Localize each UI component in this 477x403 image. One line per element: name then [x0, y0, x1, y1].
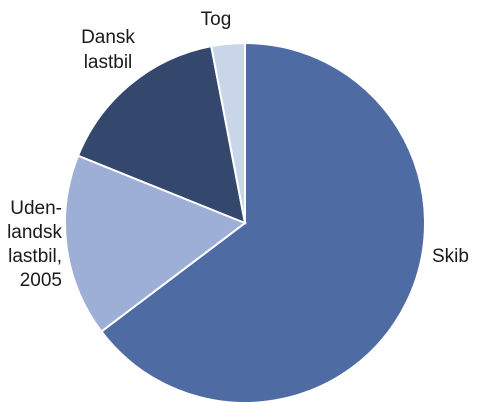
slice-label-uden-landsk-lastbil-2005: Uden-landsk lastbil, 2005 [7, 198, 62, 291]
slice-label-dansk-lastbil: Dansk lastbil [81, 27, 135, 73]
pie-slices [64, 41, 426, 403]
pie-slice-skib [99, 41, 426, 403]
slice-label-line: lastbil, [8, 246, 62, 267]
pie-slice-tog [210, 41, 246, 224]
slice-label-line: lastbil [84, 52, 133, 73]
pie-slice-dansk-lastbil [76, 45, 247, 225]
slice-label-line: 2005 [20, 270, 62, 291]
slice-label-line: Dansk [81, 27, 135, 48]
slice-label-line: Uden- [10, 198, 62, 219]
slice-label-line: Skib [432, 246, 469, 267]
slice-label-line: Tog [201, 9, 232, 30]
slice-label-tog: Tog [201, 9, 232, 30]
slice-label-skib: Skib [432, 246, 469, 267]
slice-label-line: landsk [7, 222, 62, 243]
pie-labels: Skib Uden-landsk lastbil, 2005 Dansk lastbil T… [7, 9, 469, 291]
pie-slice-uden-landsk-lastbil-2005 [64, 154, 248, 333]
